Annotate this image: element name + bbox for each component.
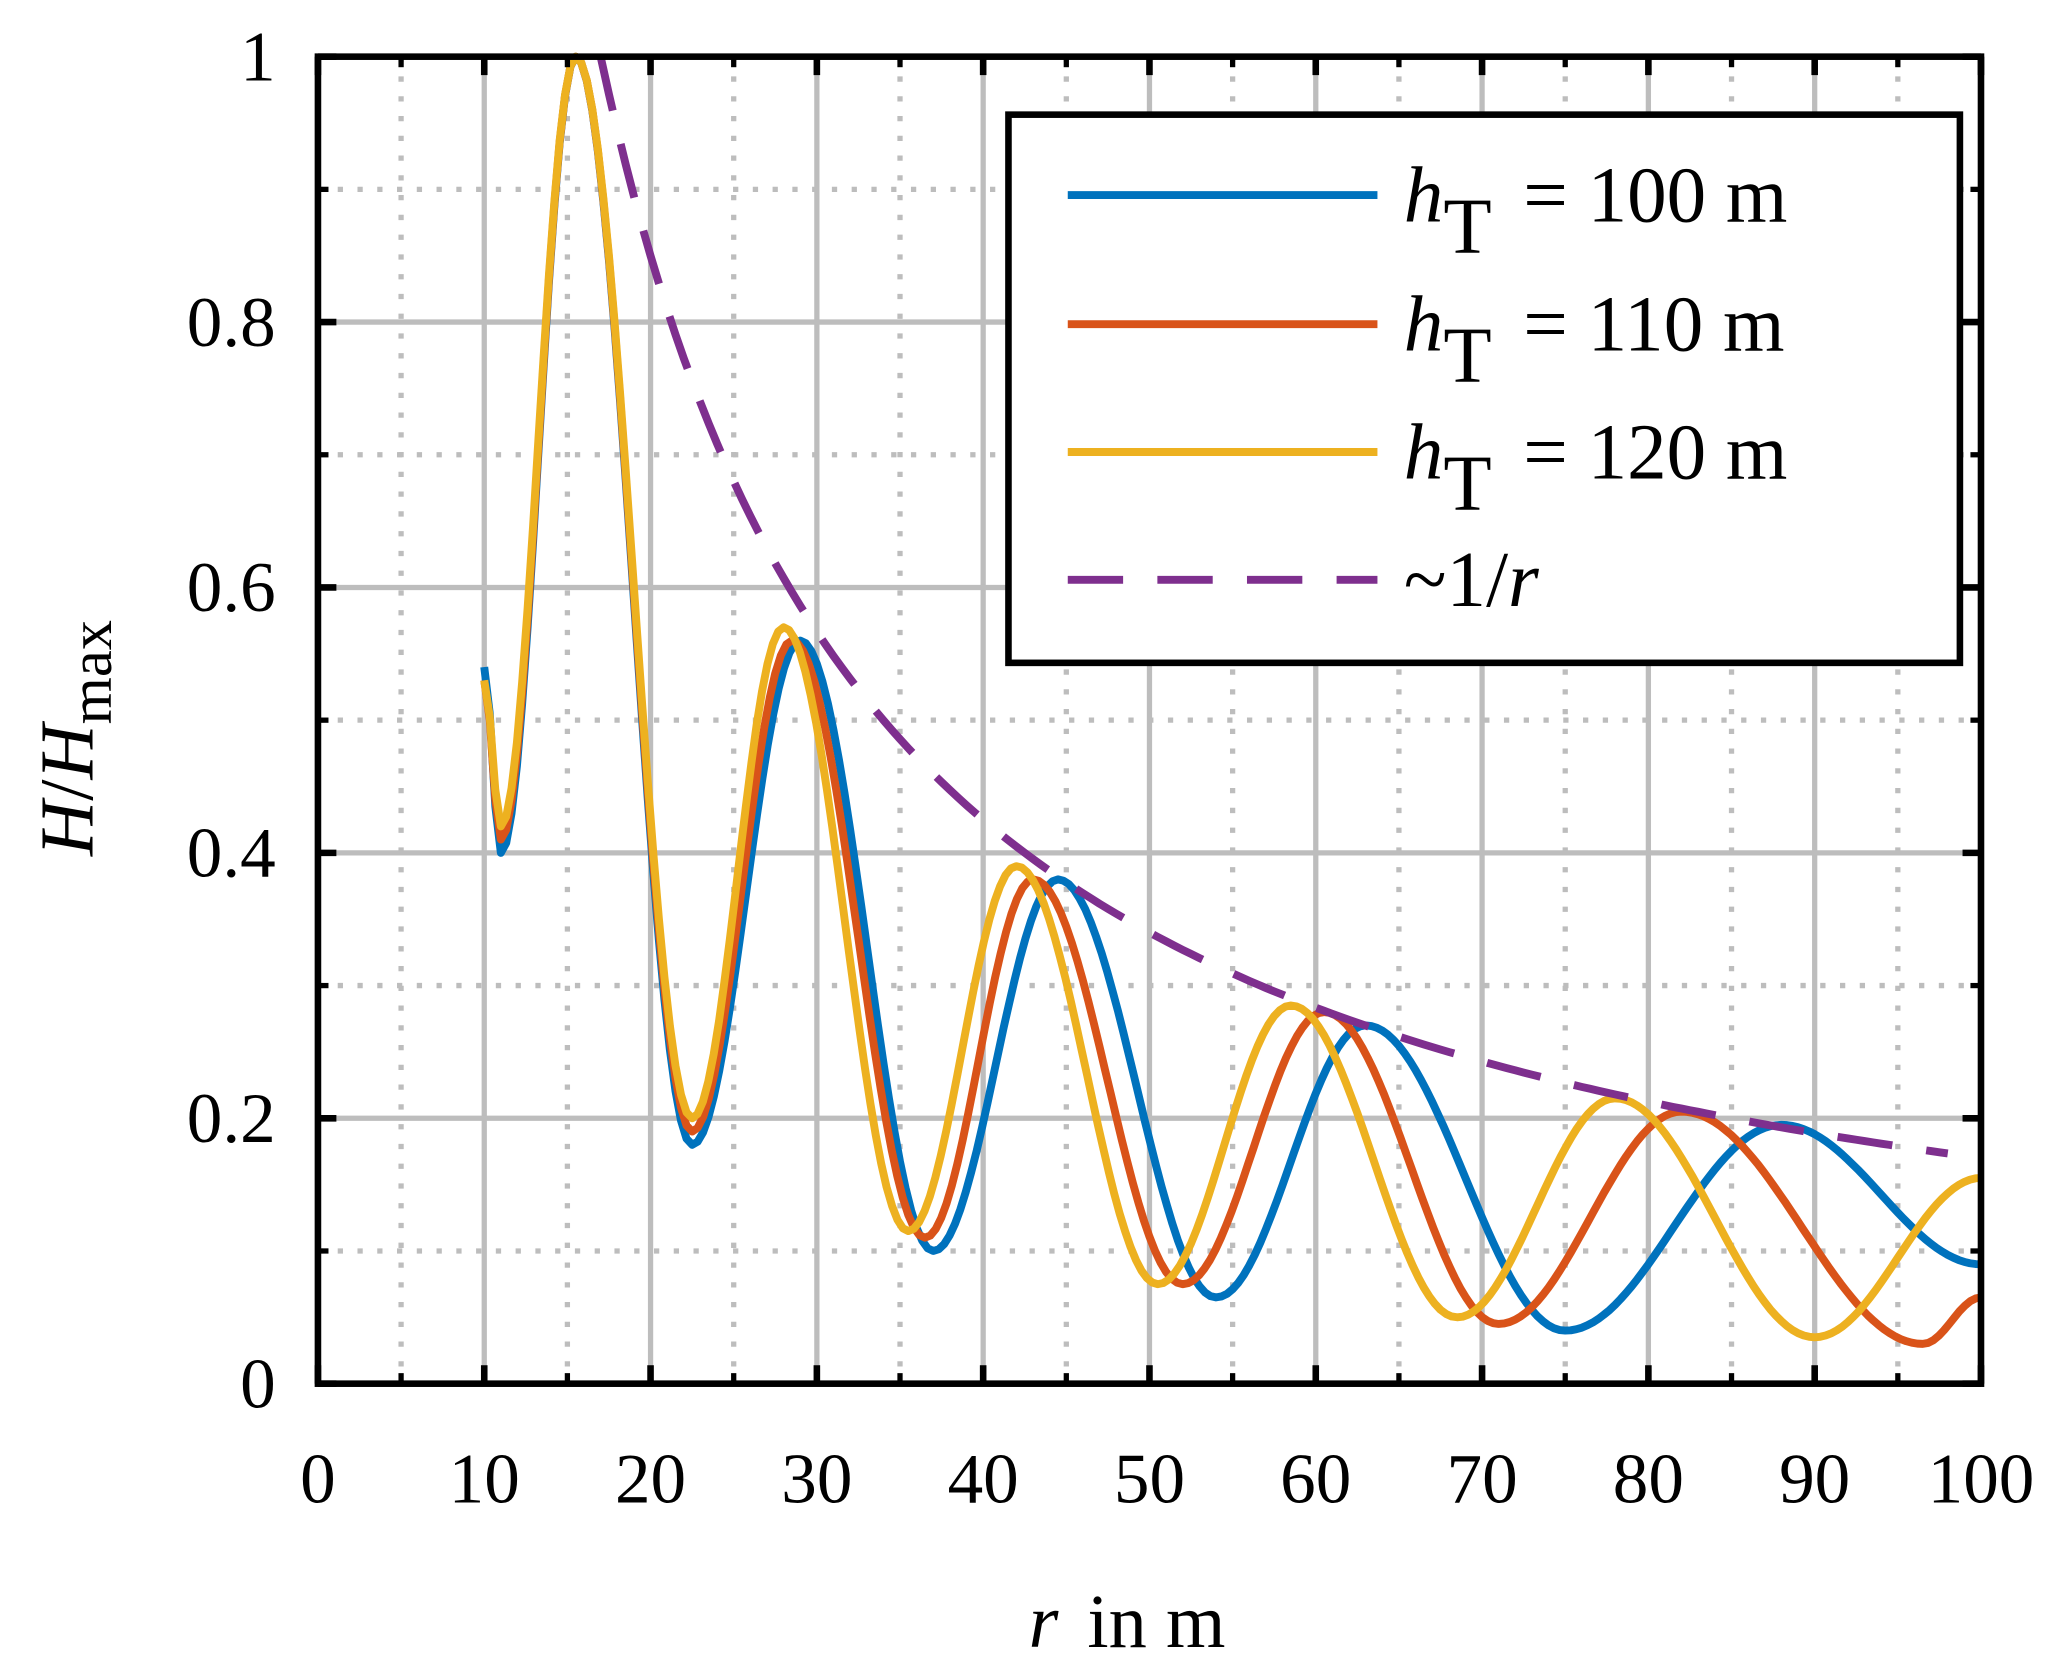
legend-box bbox=[1005, 111, 1964, 667]
x-axis-label: r in m bbox=[1029, 1579, 1226, 1664]
ticks: 0 10 20 30 40 50 60 70 80 90 100 0 0.2 0.4 0.6 0.8 1 bbox=[187, 18, 2035, 1518]
series-line-0 bbox=[480, 52, 1982, 1335]
x-tick-label: 0 bbox=[300, 1440, 336, 1518]
legend-item: hT = 110 m bbox=[1067, 282, 1785, 401]
legend-label: hT = 110 m bbox=[1404, 282, 1785, 401]
x-tick-label: 50 bbox=[1114, 1440, 1185, 1518]
x-tick-label: 40 bbox=[948, 1440, 1019, 1518]
y-tick-label: 1 bbox=[240, 18, 276, 96]
x-tick-label: 80 bbox=[1613, 1440, 1684, 1518]
x-tick-label: 30 bbox=[781, 1440, 852, 1518]
x-tick-label: 90 bbox=[1779, 1440, 1850, 1518]
legend-item: hT = 120 m bbox=[1067, 409, 1788, 528]
x-tick-label: 20 bbox=[615, 1440, 686, 1518]
y-tick-label: 0.6 bbox=[187, 549, 276, 627]
y-tick-label: 0.4 bbox=[187, 815, 276, 893]
x-tick-label: 60 bbox=[1280, 1440, 1351, 1518]
legend: hT = 100 mhT = 110 mhT = 120 m ~1/r bbox=[1005, 111, 1964, 667]
legend-label: hT = 120 m bbox=[1404, 409, 1788, 528]
x-tick-label: 70 bbox=[1446, 1440, 1517, 1518]
y-tick-label: 0.8 bbox=[187, 284, 276, 362]
legend-label: hT = 100 m bbox=[1404, 152, 1788, 271]
series-line-1 bbox=[480, 52, 1982, 1348]
series-line-3 bbox=[596, 55, 1949, 1158]
legend-item: ~1/r bbox=[1067, 537, 1539, 624]
y-tick-label: 0.2 bbox=[187, 1080, 276, 1158]
x-tick-label: 100 bbox=[1928, 1440, 2035, 1518]
y-axis-label: H/Hmax bbox=[25, 620, 125, 857]
series-line-2 bbox=[480, 52, 1982, 1342]
x-tick-label: 10 bbox=[449, 1440, 520, 1518]
y-tick-label: 0 bbox=[240, 1345, 276, 1423]
legend-item: hT = 100 m bbox=[1067, 152, 1788, 271]
legend-label: ~1/r bbox=[1404, 537, 1539, 624]
curves bbox=[480, 52, 1982, 1348]
